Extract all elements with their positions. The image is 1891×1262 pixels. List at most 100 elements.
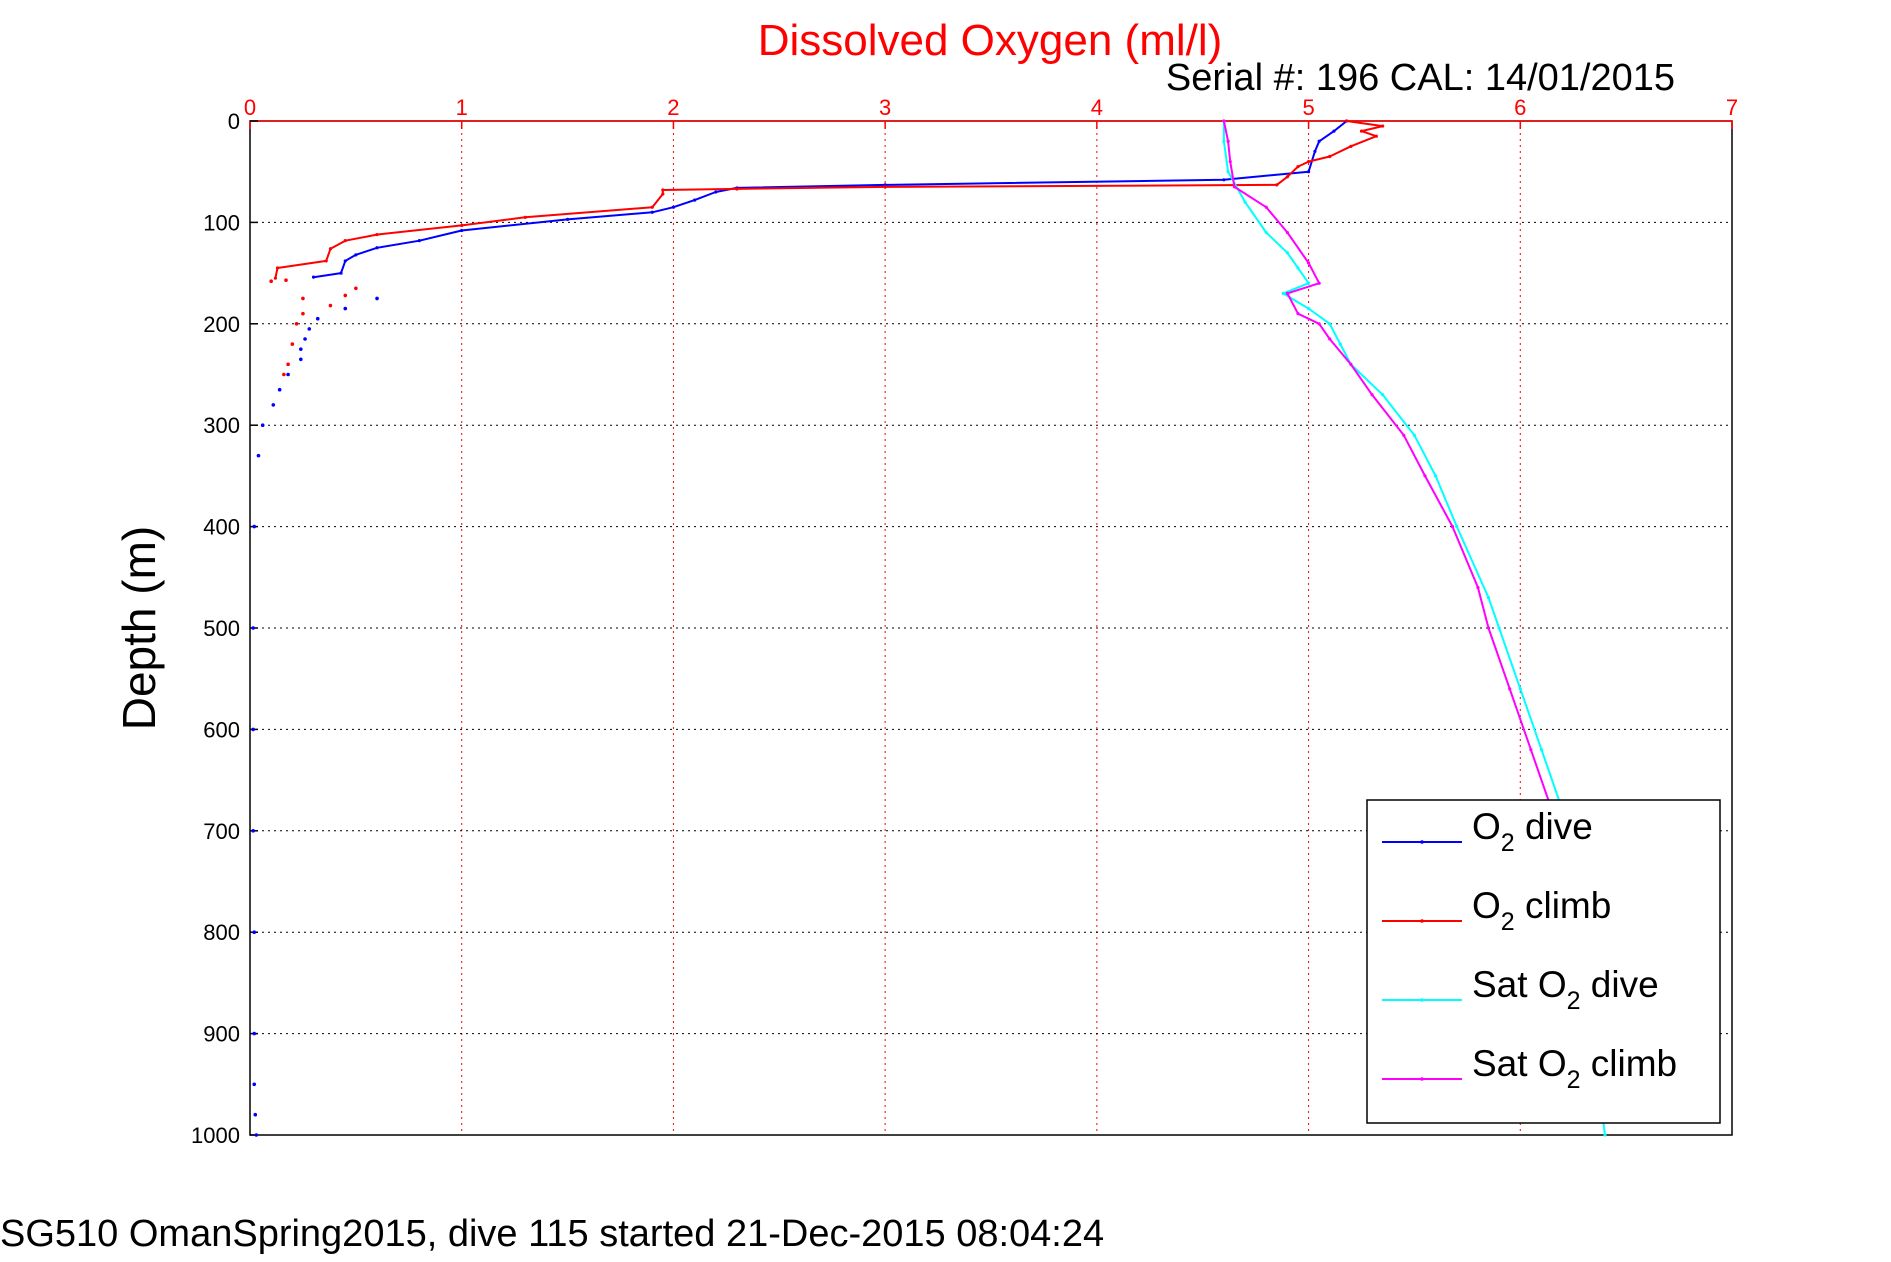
series-point-sat-o2-dive [1412,433,1417,437]
series-point-sat-o2-dive [1434,474,1438,478]
x-ticks: 0 1 2 3 4 5 6 7 [244,95,1738,129]
series-point-sat-o2-climb [1317,322,1321,326]
scatter-point-red [286,362,290,367]
legend-label-o2-dive: O2 dive [1472,806,1593,857]
scatter-point-blue [260,423,265,428]
scatter-point-blue [299,357,303,362]
series-point-sat-o2-climb [1285,230,1289,235]
y-tick-label: 1000 [191,1123,240,1148]
series-point-o2-climb [375,232,379,237]
scatter-point-red [294,322,299,326]
series-point-sat-o2-climb [1226,139,1230,143]
scatter-point-blue [251,829,255,833]
y-tick-label: 400 [203,515,240,540]
series-point-sat-o2-dive [1338,342,1342,346]
series-point-sat-o2-dive [1306,281,1311,285]
series-point-sat-o2-climb [1228,159,1232,164]
y-tick-label: 500 [203,616,240,641]
chart-title: Dissolved Oxygen (ml/l) [758,16,1223,65]
series-point-o2-dive [714,190,718,194]
scatter-point-blue [299,347,303,351]
y-tick-label: 300 [203,413,240,438]
series-point-o2-climb [328,247,333,251]
series-point-sat-o2-dive [1285,251,1289,255]
series-point-sat-o2-dive [1486,595,1491,600]
scatter-point-red [301,296,305,301]
series-point-o2-climb [1285,175,1289,179]
scatter-point-blue [286,372,290,377]
series-point-sat-o2-climb [1450,525,1455,529]
scatter-point-blue [277,387,282,392]
y-ticks: 0 100 200 300 400 500 600 700 800 900 1000 [191,109,258,1148]
y-tick-label: 800 [203,920,240,945]
series-point-o2-climb [650,205,654,209]
series-point-o2-climb [273,276,278,280]
scatter-point-blue [256,453,261,458]
series-point-sat-o2-climb [1423,474,1427,478]
series-point-sat-o2-climb [1402,433,1406,437]
series-line-sat-o2-climb [1222,120,1585,933]
y-tick-label: 600 [203,717,240,742]
scatter-point-blue [254,1133,259,1137]
series-point-o2-climb [275,266,280,270]
scatter-point-red [290,342,295,346]
series-point-o2-dive [417,239,421,243]
series-point-sat-o2-climb [1328,337,1332,341]
y-tick-label: 0 [228,109,240,134]
scatter-point-red [284,278,288,282]
serial-cal-text: Serial #: 196 CAL: 14/01/2015 [1166,57,1675,99]
series-point-o2-climb [1275,183,1279,187]
legend-box [1366,799,1721,1124]
scatter-point-red [343,293,348,298]
series-point-o2-dive [671,205,676,209]
series-point-o2-dive [354,253,358,257]
series-point-o2-dive [343,259,347,263]
series-point-o2-climb [1328,154,1332,159]
x-tick-label: 2 [667,95,679,120]
series-point-sat-o2-dive [1518,687,1522,691]
series-point-o2-dive [1332,129,1336,133]
legend-marker-sat-o2-climb [1420,1077,1424,1081]
scatter-point-blue [303,337,307,341]
series-point-sat-o2-dive [1281,291,1285,295]
y-tick-label: 900 [203,1022,240,1047]
scatter-point-blue [252,1031,257,1036]
series-point-sat-o2-dive [1296,266,1300,270]
series-point-o2-dive [460,228,464,233]
scatter-point-red [282,372,286,377]
series-point-sat-o2-climb [1486,626,1491,630]
grid-lines [250,121,1732,1135]
series-point-o2-climb [343,239,347,243]
series-point-sat-o2-climb [1508,687,1512,691]
series-point-sat-o2-climb [1285,291,1289,295]
series-point-sat-o2-dive [1497,626,1501,630]
series-point-o2-climb [523,215,527,219]
scatter-point-blue [252,524,257,529]
series-point-sat-o2-dive [1381,393,1385,397]
scatter-point-red [328,303,333,308]
x-tick-label: 4 [1091,95,1103,120]
legend-marker-o2-climb [1420,919,1424,923]
series-point-sat-o2-climb [1222,119,1226,123]
series-point-o2-climb [1359,129,1364,133]
series-point-o2-climb [735,187,739,191]
series-line-o2-dive [313,120,1348,279]
series-point-sat-o2-dive [1222,139,1226,143]
series-point-o2-dive [565,217,570,221]
series-point-o2-climb [1374,134,1378,138]
series-point-sat-o2-climb [1306,261,1311,265]
scatter-point-red [354,286,358,291]
series-point-sat-o2-dive [1328,322,1332,326]
legend-label-sat-o2-climb: Sat O2 climb [1472,1043,1677,1094]
x-tick-label: 5 [1302,95,1314,120]
scatter-point-blue [251,727,255,732]
series-point-o2-climb [661,192,665,196]
series-line-o2-climb [274,120,1384,279]
series-point-o2-climb [1345,119,1349,123]
series-point-o2-climb [460,223,464,228]
legend-label-o2-climb: O2 climb [1472,885,1611,936]
series-point-sat-o2-dive [1243,200,1247,204]
scatter-point-blue [375,296,379,301]
legend: O2 dive O2 climb Sat O2 dive Sat O2 climb [1366,799,1721,1124]
